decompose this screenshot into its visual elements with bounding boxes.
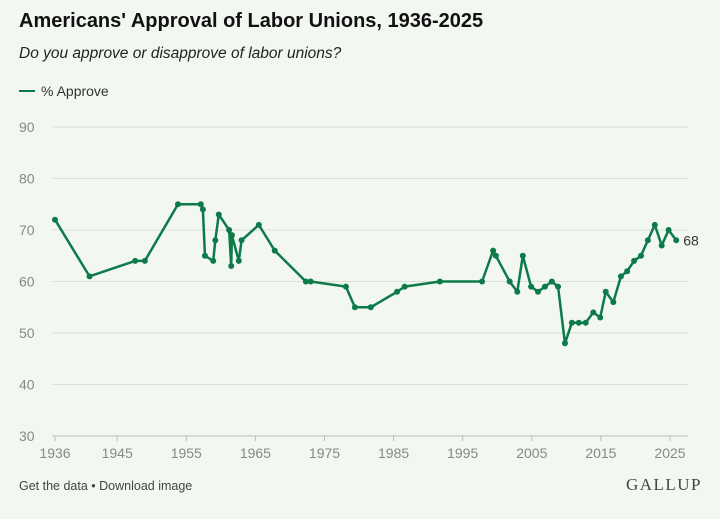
data-point <box>644 237 651 244</box>
data-point <box>401 283 408 290</box>
x-tick-label: 1955 <box>171 445 202 461</box>
data-point <box>597 314 604 321</box>
data-point <box>479 278 486 285</box>
data-point <box>226 227 233 233</box>
data-point <box>582 319 589 326</box>
legend-swatch <box>19 89 35 93</box>
data-point <box>617 273 624 280</box>
data-point <box>665 227 672 233</box>
data-point <box>631 257 638 264</box>
data-point <box>212 237 219 244</box>
x-tick-label: 2005 <box>516 445 547 461</box>
data-point <box>199 206 206 213</box>
data-point <box>506 278 513 285</box>
data-point <box>514 288 521 295</box>
data-point <box>673 237 680 244</box>
data-point <box>342 283 349 290</box>
x-tick-label: 1945 <box>102 445 133 461</box>
data-point <box>228 232 235 239</box>
data-point <box>555 283 562 290</box>
y-tick-label: 70 <box>19 222 35 238</box>
chart-subtitle: Do you approve or disapprove of labor un… <box>19 45 342 62</box>
legend-label: % Approve <box>41 83 109 99</box>
x-tick-label: 2015 <box>585 445 616 461</box>
data-point <box>228 263 235 270</box>
end-value-label: 68 <box>683 232 699 248</box>
data-point <box>568 319 575 326</box>
footer-links: Get the data • Download image <box>19 479 192 493</box>
download-image-link[interactable]: Download image <box>99 479 193 493</box>
data-point <box>351 304 358 311</box>
data-point <box>624 268 631 275</box>
y-tick-label: 50 <box>19 325 35 341</box>
data-point <box>590 309 597 316</box>
data-point <box>255 221 262 228</box>
data-point <box>658 242 665 249</box>
x-tick-label: 1965 <box>240 445 271 461</box>
data-point <box>235 257 242 264</box>
data-point <box>610 299 617 306</box>
data-point <box>535 288 542 295</box>
x-tick-label: 1936 <box>39 445 70 461</box>
data-point <box>367 304 374 311</box>
data-point <box>132 257 139 264</box>
data-point <box>541 283 548 290</box>
legend: % Approve <box>19 83 109 99</box>
data-point <box>210 257 217 264</box>
data-point <box>492 252 499 259</box>
data-point <box>519 252 526 259</box>
data-point <box>394 288 401 295</box>
y-tick-label: 80 <box>19 171 35 187</box>
x-tick-label: 1995 <box>447 445 478 461</box>
data-point <box>175 201 181 208</box>
y-tick-label: 40 <box>19 377 35 393</box>
data-point <box>307 278 314 285</box>
data-point <box>548 278 555 285</box>
data-point <box>528 283 535 290</box>
y-tick-label: 30 <box>19 428 35 444</box>
get-data-link[interactable]: Get the data <box>19 479 88 493</box>
x-tick-label: 1985 <box>378 445 409 461</box>
x-tick-label: 1975 <box>309 445 340 461</box>
data-point <box>86 273 93 280</box>
data-point <box>561 340 568 347</box>
data-point <box>575 319 582 326</box>
data-point <box>651 221 658 228</box>
data-point <box>238 237 245 244</box>
series-line <box>53 203 678 345</box>
data-point <box>215 211 222 218</box>
data-point <box>490 247 497 254</box>
x-tick-label: 2025 <box>654 445 685 461</box>
data-point <box>201 252 208 259</box>
y-tick-label: 90 <box>19 119 35 135</box>
data-point <box>637 252 644 259</box>
data-point <box>271 247 278 254</box>
data-point <box>436 278 443 285</box>
separator: • <box>87 479 100 493</box>
data-point <box>52 216 58 223</box>
chart-title: Americans' Approval of Labor Unions, 193… <box>19 10 484 32</box>
gallup-logo: GALLUP <box>625 475 702 494</box>
data-point <box>197 201 204 208</box>
data-point <box>141 257 148 264</box>
y-tick-label: 60 <box>19 274 35 290</box>
data-point <box>302 278 309 285</box>
data-point <box>602 288 609 295</box>
